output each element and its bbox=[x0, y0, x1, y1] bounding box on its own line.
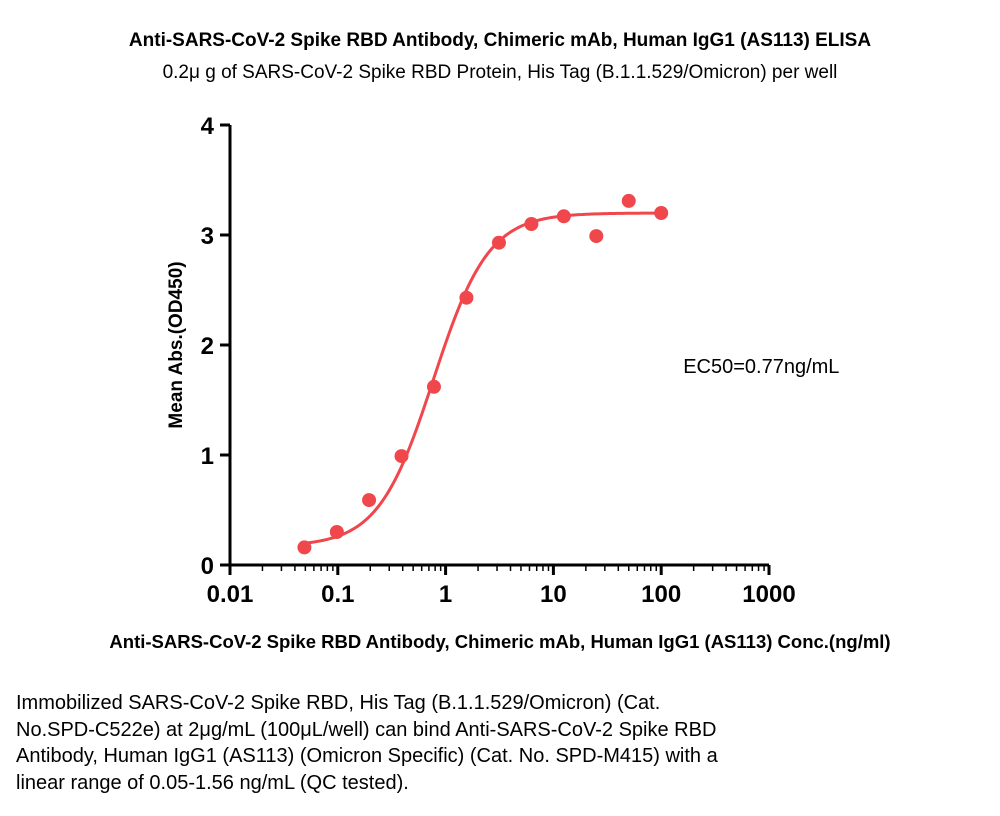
data-point bbox=[297, 540, 312, 555]
data-point bbox=[589, 229, 604, 244]
caption-line: Immobilized SARS-CoV-2 Spike RBD, His Ta… bbox=[16, 692, 661, 714]
caption-line: Antibody, Human IgG1 (AS113) (Omicron Sp… bbox=[16, 745, 718, 767]
data-point bbox=[362, 493, 377, 508]
chart-area: 0.01 0.1 1 10 100 1000 0 1 2 3 4 Mean Abs.(OD450) EC… bbox=[166, 113, 839, 608]
x-tick-label: 1000 bbox=[742, 581, 795, 608]
caption-line: linear range of 0.05-1.56 ng/mL (QC test… bbox=[16, 771, 409, 794]
data-point bbox=[459, 290, 474, 305]
y-tick-label: 0 bbox=[201, 553, 214, 580]
elisa-chart: 0.01 0.1 1 10 100 1000 0 1 2 3 4 Mean Abs.(OD450) EC… bbox=[166, 113, 839, 608]
x-tick-label: 10 bbox=[540, 581, 567, 608]
data-point bbox=[556, 209, 571, 224]
data-point bbox=[426, 379, 441, 394]
chart-subtitle: 0.2μ g of SARS-CoV-2 Spike RBD Protein, … bbox=[162, 62, 838, 83]
x-tick-label: 0.01 bbox=[207, 581, 254, 608]
y-tick-label: 1 bbox=[201, 443, 214, 470]
data-point bbox=[394, 449, 409, 464]
caption-line: No.SPD-C522e) at 2μg/mL (100μL/well) can… bbox=[16, 718, 717, 741]
x-axis-label: Anti-SARS-CoV-2 Spike RBD Antibody, Chim… bbox=[109, 631, 891, 652]
data-point bbox=[491, 235, 506, 250]
ec50-annotation: EC50=0.77ng/mL bbox=[683, 356, 839, 378]
x-tick-label: 100 bbox=[641, 581, 681, 608]
x-tick-label: 1 bbox=[439, 581, 452, 608]
data-point bbox=[621, 193, 636, 208]
y-tick-label: 2 bbox=[201, 333, 214, 360]
data-point bbox=[329, 525, 344, 539]
chart-title: Anti-SARS-CoV-2 Spike RBD Antibody, Chim… bbox=[128, 30, 872, 51]
data-point bbox=[654, 206, 669, 220]
x-tick-label: 0.1 bbox=[321, 581, 354, 608]
y-tick-label: 3 bbox=[201, 223, 214, 250]
y-tick-label: 4 bbox=[201, 113, 215, 140]
data-point bbox=[524, 217, 539, 231]
fit-curve bbox=[304, 211, 662, 545]
figure-caption: Immobilized SARS-CoV-2 Spike RBD, His Ta… bbox=[16, 690, 916, 796]
y-axis-label: Mean Abs.(OD450) bbox=[166, 261, 187, 428]
